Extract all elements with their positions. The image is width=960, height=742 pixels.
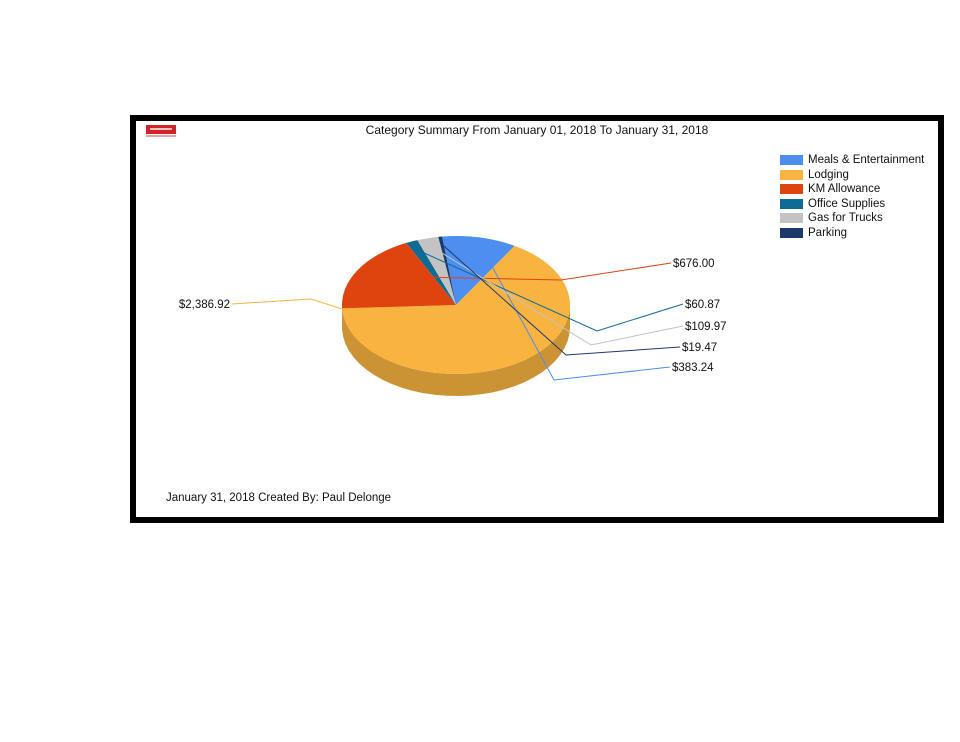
legend-label: Gas for Trucks	[808, 212, 883, 225]
legend-label: Parking	[808, 226, 847, 239]
data-label: $383.24	[672, 362, 714, 374]
pie-slice-side	[342, 305, 570, 396]
leader-line	[357, 262, 672, 281]
legend-swatch	[780, 155, 803, 166]
chart-frame: Category Summary From January 01, 2018 T…	[130, 115, 944, 523]
data-label: $60.87	[685, 299, 720, 311]
report-footer: January 31, 2018 Created By: Paul Delong…	[166, 492, 392, 504]
legend-swatch	[780, 169, 803, 180]
pie-slice	[342, 245, 570, 375]
leader-line	[411, 246, 684, 332]
pie-slice	[406, 240, 456, 305]
legend-label: Lodging	[808, 168, 849, 181]
pie-slice	[341, 242, 456, 309]
chart-title: Category Summary From January 01, 2018 T…	[365, 123, 709, 137]
data-label: $109.97	[685, 321, 727, 333]
legend-swatch	[780, 198, 803, 209]
legend-label: Meals & Entertainment	[808, 154, 925, 167]
legend-label: Office Supplies	[808, 197, 886, 210]
legend-item: Meals & Entertainment	[780, 153, 924, 168]
data-label: $676.00	[673, 258, 715, 270]
legend-swatch	[780, 213, 803, 224]
data-label: $19.47	[682, 342, 717, 354]
pie-slice	[442, 235, 515, 305]
company-logo-icon	[146, 125, 176, 137]
legend-item: Lodging	[780, 168, 924, 183]
legend-item: Parking	[780, 226, 924, 241]
legend-swatch	[780, 184, 803, 195]
legend-item: Gas for Trucks	[780, 211, 924, 226]
data-label: $2,386.92	[179, 299, 230, 311]
leader-line	[439, 242, 681, 356]
legend-label: KM Allowance	[808, 183, 881, 196]
legend-item: Office Supplies	[780, 197, 924, 212]
pie-chart: $383.24 $2,386.92 $676.00 $60.87 $109.97 $19.…	[179, 235, 727, 396]
chart-legend: Meals & Entertainment Lodging KM Allowance…	[780, 153, 924, 240]
legend-swatch	[780, 227, 803, 238]
legend-item: KM Allowance	[780, 182, 924, 197]
leader-line	[427, 243, 684, 346]
leader-line	[231, 298, 515, 365]
